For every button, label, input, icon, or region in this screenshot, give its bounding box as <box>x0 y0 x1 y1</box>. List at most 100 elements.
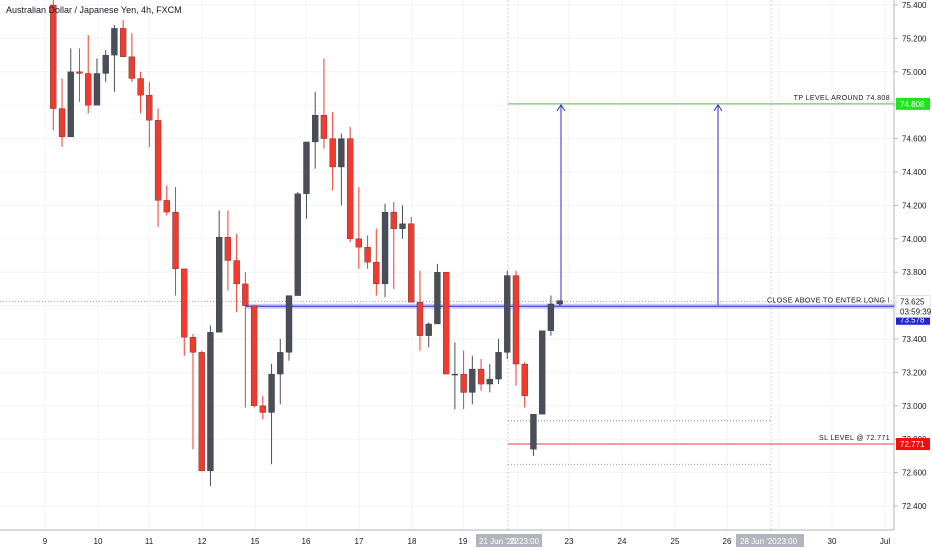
candle-bullish <box>93 73 101 106</box>
candle-bearish <box>346 138 354 239</box>
candle-bearish <box>146 95 153 121</box>
x-tick-label: 19 <box>459 537 468 546</box>
candle-bearish <box>154 120 162 201</box>
candle-bullish <box>285 295 293 353</box>
x-tick-label: 25 <box>671 537 680 546</box>
candle-bullish <box>338 138 345 168</box>
candle-bullish <box>294 193 301 296</box>
x-tick-label: 17 <box>355 537 364 546</box>
candle-bearish <box>233 260 240 285</box>
candle-bullish <box>268 373 275 413</box>
candle-bullish <box>434 272 441 325</box>
candle-bearish <box>512 275 520 365</box>
y-tick-label: 74.400 <box>902 168 927 177</box>
candle-bullish <box>539 330 546 415</box>
x-highlight-bg <box>736 534 804 547</box>
target-arrow-head <box>556 103 566 112</box>
candle-bullish <box>530 413 537 450</box>
candle-bearish <box>224 236 232 261</box>
y-tick-label: 75.000 <box>902 68 927 77</box>
candle-bearish <box>76 71 83 74</box>
x-highlight-label: 23:00 <box>519 537 540 546</box>
candle-bearish <box>373 262 380 285</box>
candle-bullish <box>425 323 432 336</box>
y-tick-label: 73.200 <box>902 368 927 377</box>
candle-bearish <box>58 108 66 138</box>
tp-price-tag-bg <box>896 97 930 110</box>
candle-bearish <box>189 337 197 353</box>
candle-bullish <box>67 71 74 138</box>
candle-bearish <box>416 302 424 336</box>
candle-bearish <box>477 368 485 385</box>
tp-label: TP LEVEL AROUND 74.808 <box>794 95 890 102</box>
candle-bearish <box>137 78 144 96</box>
x-tick-label: 30 <box>828 537 837 546</box>
candle-bullish <box>207 332 214 472</box>
x-tick-label: 16 <box>302 537 311 546</box>
candle-bullish <box>451 373 459 376</box>
candle-bearish <box>390 211 397 229</box>
x-tick-label: 23 <box>565 537 574 546</box>
candle-bearish <box>85 73 92 106</box>
candle-bullish <box>381 211 389 285</box>
candle-bearish <box>355 238 363 248</box>
x-tick-label: 18 <box>408 537 417 546</box>
candle-bearish <box>181 268 188 338</box>
x-tick-label: Jul <box>880 537 890 546</box>
y-tick-label: 73.800 <box>902 268 927 277</box>
candle-bearish <box>320 115 328 139</box>
candle-bearish <box>442 272 450 375</box>
target-arrow-head <box>713 103 723 112</box>
y-tick-label: 75.400 <box>902 1 927 10</box>
candle-bearish <box>259 405 266 413</box>
x-tick-label: 24 <box>618 537 627 546</box>
candle-bullish <box>312 115 319 143</box>
x-tick-label: 12 <box>198 537 207 546</box>
candle-bearish <box>364 246 371 263</box>
candle-bearish <box>198 352 205 472</box>
candle-bearish <box>172 211 179 270</box>
x-highlight-bg <box>476 534 542 547</box>
y-tick-label: 73.400 <box>902 335 927 344</box>
y-tick-label: 73.000 <box>902 402 927 411</box>
candle-bearish <box>521 363 528 396</box>
x-tick-label: 10 <box>94 537 103 546</box>
x-tick-label: 15 <box>251 537 260 546</box>
x-highlight-label: 21 Jun '20 <box>479 537 516 546</box>
candle-bullish <box>547 303 555 331</box>
entry-price-tag-bg <box>896 313 930 325</box>
sl-price-tag: 72.771 <box>900 440 925 449</box>
candle-bullish <box>111 28 118 56</box>
y-tick-label: 74.600 <box>902 135 927 144</box>
y-tick-label: 74.000 <box>902 235 927 244</box>
entry-price-tag: 73.578 <box>900 315 925 324</box>
candle-bullish <box>495 352 502 380</box>
candle-bearish <box>329 138 336 168</box>
x-tick-label: 26 <box>723 537 732 546</box>
current-price-countdown: 03:59:39 <box>900 307 932 316</box>
sl-label: SL LEVEL @ 72.771 <box>819 435 890 442</box>
candle-bearish <box>163 200 170 213</box>
candle-bearish <box>460 373 467 393</box>
chart-title: Australian Dollar / Japanese Yen, 4h, FX… <box>6 5 182 15</box>
sl-price-tag-bg <box>896 438 930 451</box>
candle-bearish <box>250 305 258 406</box>
candle-bearish <box>50 4 57 109</box>
x-tick-label: 9 <box>43 537 48 546</box>
candle-bearish <box>242 283 249 306</box>
candle-bearish <box>408 223 415 303</box>
candle-bullish <box>399 223 406 229</box>
candle-bearish <box>128 56 136 79</box>
current-price-value: 73.625 <box>900 297 925 306</box>
x-highlight-label: 23:00 <box>777 537 798 546</box>
candle-bullish <box>102 54 109 74</box>
current-price-tag-bg <box>895 295 931 318</box>
y-tick-label: 72.600 <box>902 469 927 478</box>
tp-price-tag: 74.808 <box>900 100 925 109</box>
candle-bullish <box>469 368 476 393</box>
entry-label: CLOSE ABOVE TO ENTER LONG ! <box>767 297 890 304</box>
x-highlight-label: 22 <box>510 537 519 546</box>
candle-bullish <box>504 275 511 353</box>
candle-bullish <box>277 352 284 375</box>
